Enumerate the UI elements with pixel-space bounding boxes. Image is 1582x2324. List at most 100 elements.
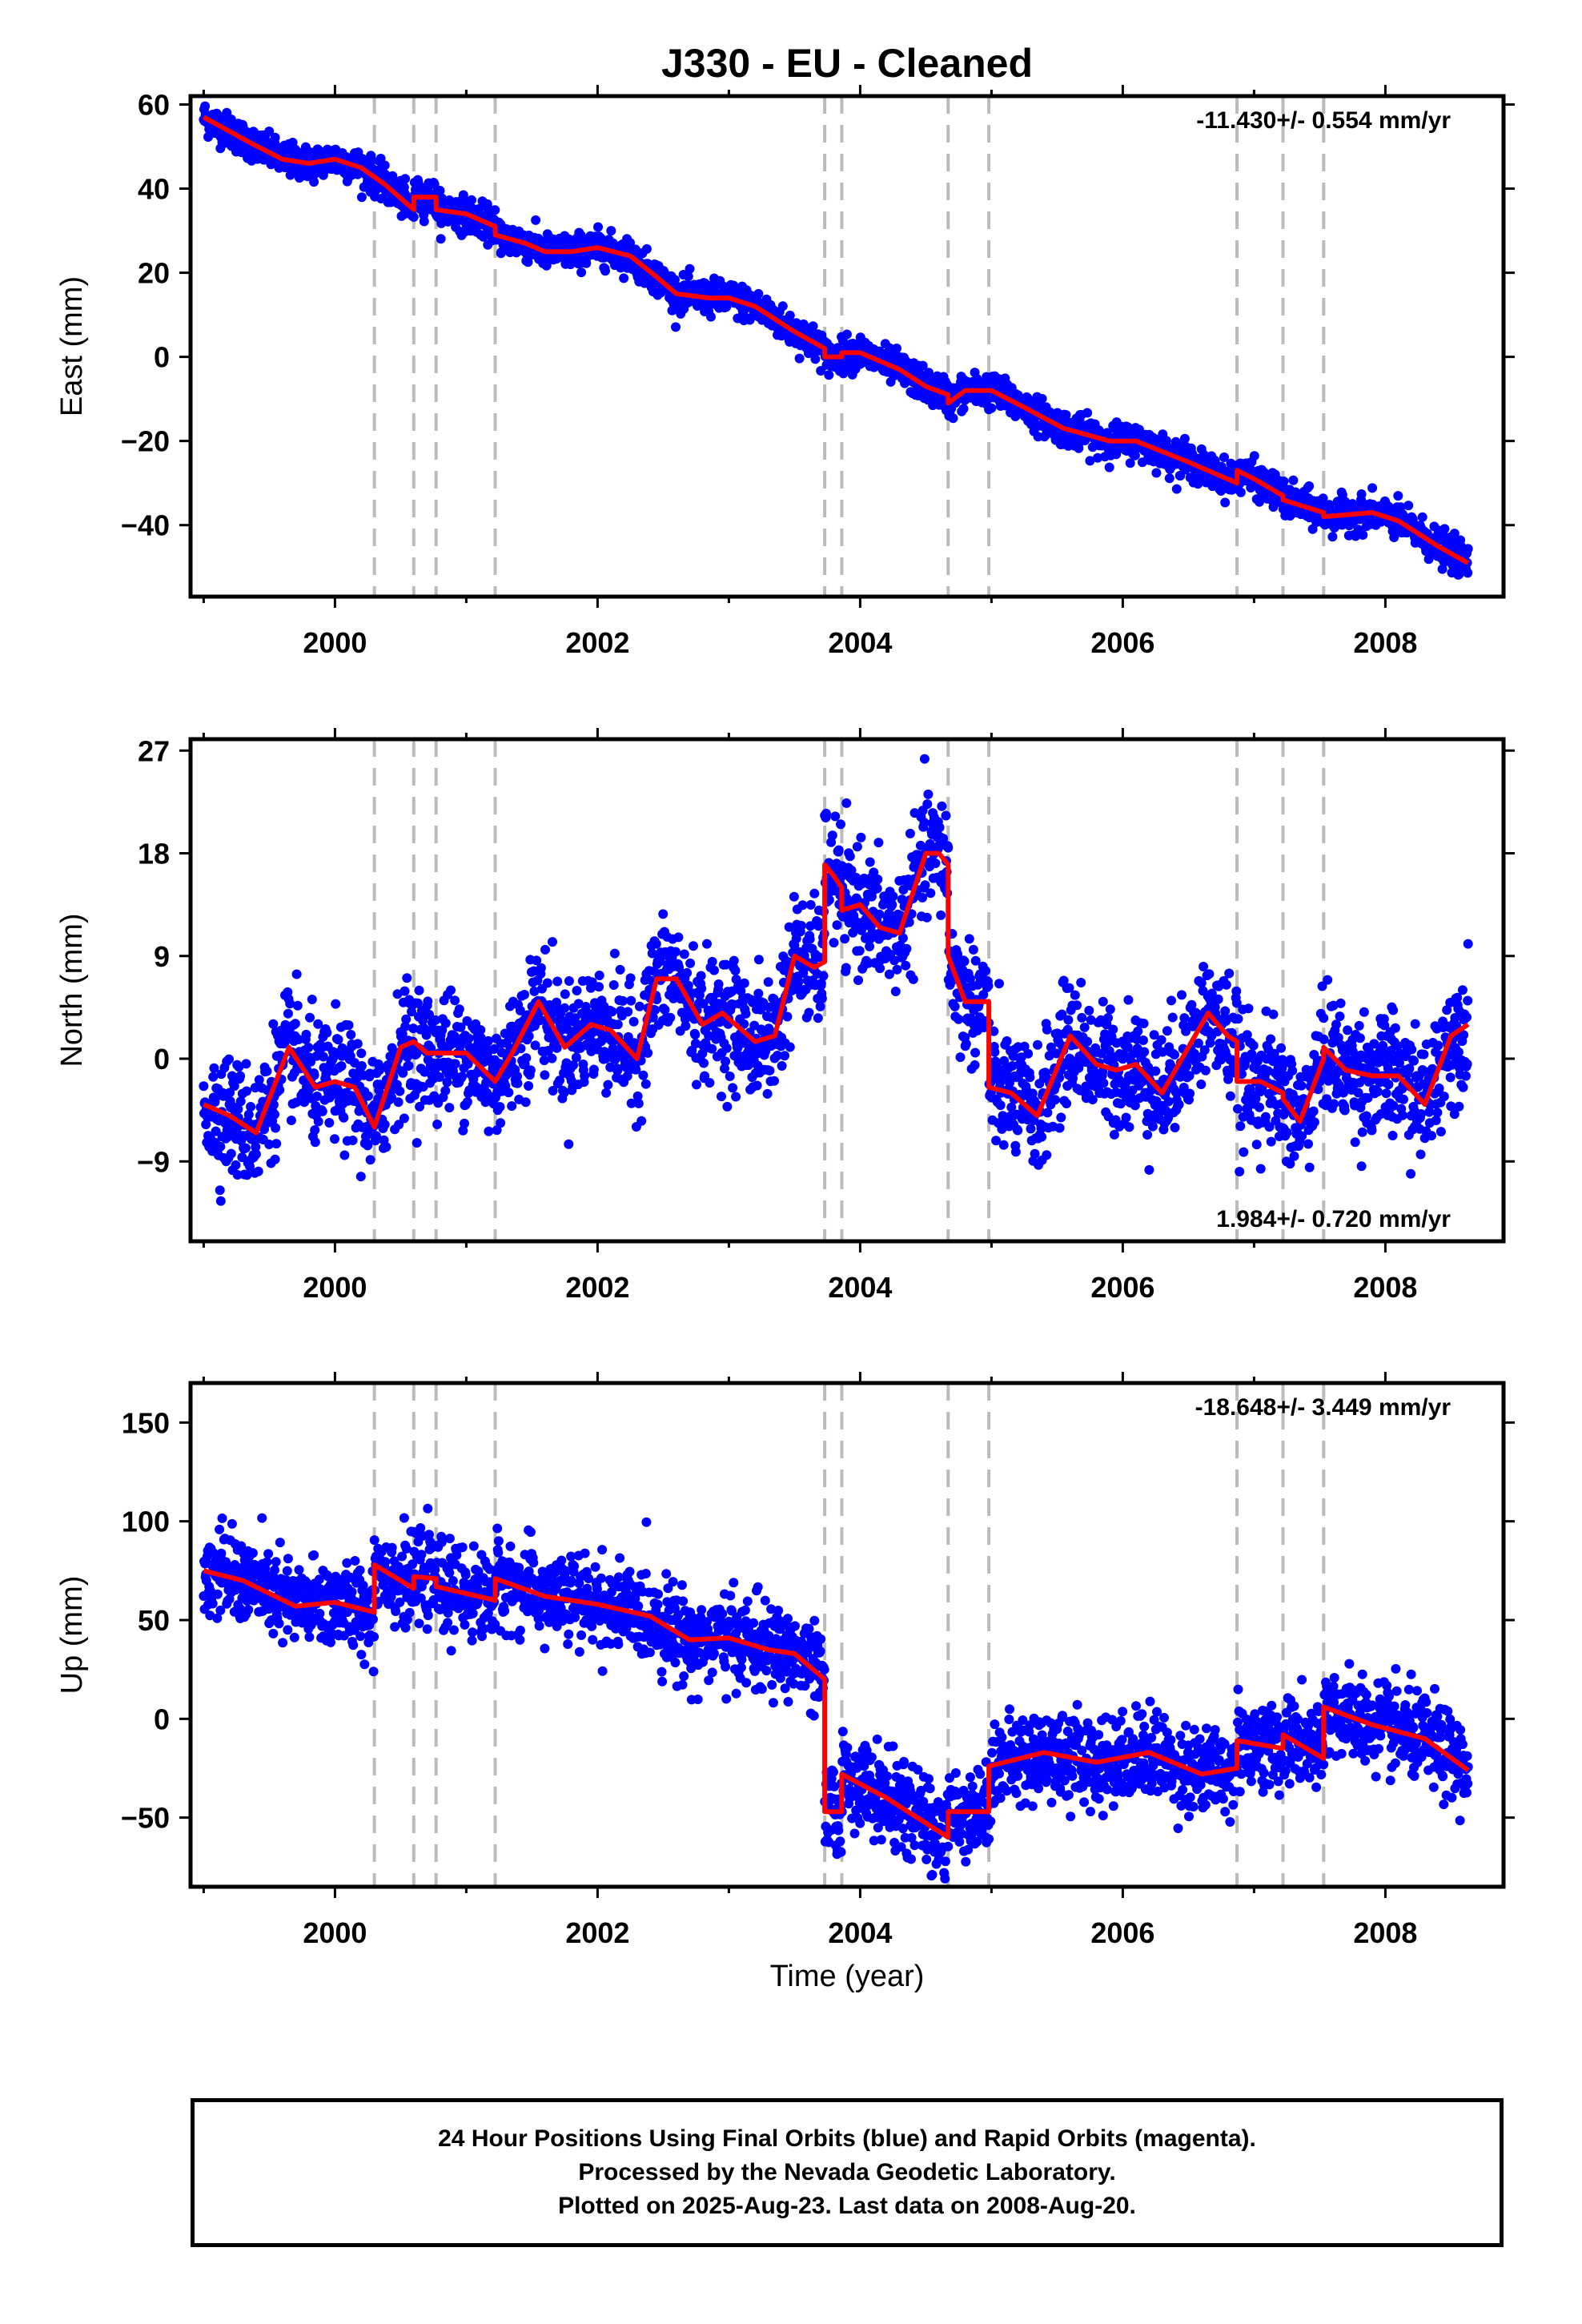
data-point: [564, 1139, 574, 1149]
data-point: [1064, 983, 1074, 993]
data-point: [601, 1088, 612, 1098]
data-point: [682, 967, 693, 978]
data-point: [492, 1125, 502, 1136]
data-point: [753, 955, 764, 965]
data-point: [841, 963, 851, 973]
data-point: [1130, 450, 1140, 460]
data-point: [818, 971, 829, 981]
data-point: [709, 965, 719, 975]
data-point: [995, 1077, 1006, 1088]
data-point: [729, 955, 739, 966]
data-point: [536, 963, 546, 973]
data-point: [901, 943, 912, 954]
data-point: [700, 1071, 710, 1081]
model-fit-line: [202, 115, 1470, 565]
data-point: [995, 1100, 1006, 1111]
data-point: [741, 1008, 751, 1019]
data-point: [983, 981, 994, 991]
data-point: [713, 979, 724, 989]
data-point: [399, 1113, 409, 1124]
data-point: [937, 801, 947, 811]
data-point: [1093, 452, 1102, 463]
data-point: [673, 932, 684, 943]
data-point: [941, 810, 951, 821]
data-point: [339, 1112, 349, 1123]
data-point: [1210, 456, 1220, 466]
data-point: [1062, 1099, 1072, 1108]
data-point: [815, 1001, 825, 1011]
data-point: [923, 789, 934, 799]
data-point: [429, 179, 440, 190]
data-point: [524, 1081, 534, 1091]
data-point: [283, 1008, 293, 1019]
data-point: [618, 995, 628, 1006]
data-point: [515, 1005, 525, 1015]
data-point: [1367, 483, 1378, 493]
data-point: [852, 842, 862, 852]
data-point: [363, 1129, 374, 1140]
data-point: [681, 1021, 691, 1031]
data-point: [626, 995, 636, 1006]
data-point: [467, 195, 476, 205]
data-point: [251, 1142, 261, 1152]
data-point: [333, 1085, 343, 1095]
data-point: [200, 101, 211, 111]
data-point: [934, 822, 945, 833]
data-point: [846, 865, 857, 875]
data-point: [440, 1018, 451, 1028]
data-point: [275, 1085, 285, 1095]
data-point: [1063, 1015, 1074, 1025]
data-point: [1164, 473, 1174, 484]
data-point: [420, 1067, 430, 1077]
y-tick-label: −20: [121, 425, 170, 458]
data-point: [1179, 433, 1190, 444]
data-point: [435, 186, 445, 195]
data-point: [608, 980, 619, 990]
data-point: [414, 985, 424, 995]
data-point: [233, 1104, 243, 1115]
data-point: [1125, 458, 1135, 468]
y-tick-label: 0: [154, 341, 170, 374]
data-point: [872, 883, 882, 894]
data-point: [400, 174, 411, 184]
data-point: [270, 132, 280, 143]
data-point: [1449, 529, 1460, 539]
data-point: [794, 353, 805, 364]
data-point: [201, 1120, 211, 1130]
data-point: [588, 1064, 599, 1075]
data-point: [440, 1086, 451, 1096]
data-point: [594, 971, 604, 980]
data-point: [890, 987, 901, 996]
data-point: [463, 1059, 473, 1069]
data-point: [930, 858, 941, 868]
data-point: [303, 1043, 314, 1052]
data-point: [264, 127, 275, 136]
data-point: [898, 885, 909, 895]
data-point: [814, 952, 825, 963]
data-point: [625, 238, 635, 248]
data-point: [679, 949, 689, 959]
data-point: [434, 1072, 444, 1082]
data-point: [450, 1059, 460, 1069]
velocity-annotation: -11.430+/- 0.554 mm/yr: [1196, 107, 1451, 134]
data-point: [489, 1044, 500, 1054]
data-point: [1356, 489, 1367, 499]
data-point: [268, 1019, 279, 1029]
data-point: [1147, 1121, 1158, 1132]
data-point: [827, 830, 837, 841]
data-point: [943, 842, 954, 853]
data-point: [1161, 1106, 1171, 1116]
data-point: [1138, 1019, 1149, 1028]
data-point: [671, 322, 681, 332]
data-point: [1318, 493, 1328, 504]
data-point: [262, 1066, 272, 1076]
data-point: [1013, 1125, 1023, 1136]
data-point: [728, 1083, 738, 1093]
data-point: [832, 920, 842, 931]
data-point: [1037, 1132, 1047, 1142]
data-point: [925, 838, 935, 849]
data-point: [483, 1035, 493, 1046]
data-point: [999, 1055, 1010, 1066]
data-point: [817, 993, 827, 1003]
